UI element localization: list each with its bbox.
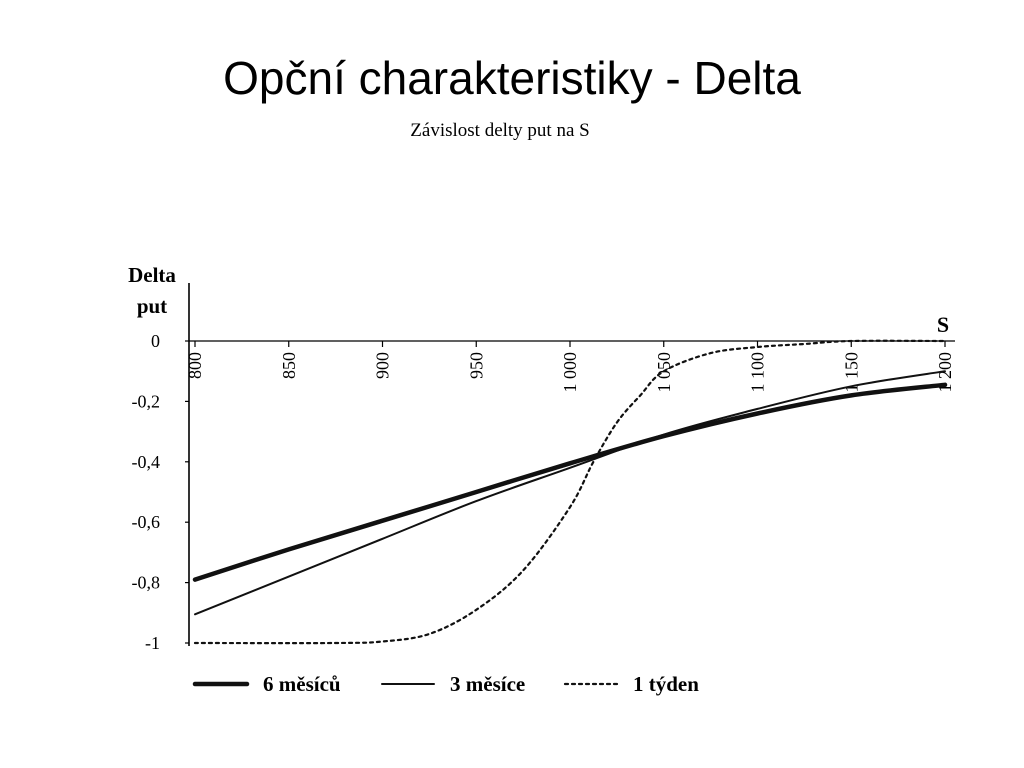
x-axis-label: S <box>937 312 949 337</box>
x-tick-label: 800 <box>185 352 205 379</box>
page-title: Opční charakteristiky - Delta <box>223 52 801 104</box>
y-tick-label: -1 <box>145 633 160 653</box>
chart-series <box>192 339 948 645</box>
y-tick-label: -0,8 <box>132 573 161 593</box>
x-tick-label: 1 200 <box>935 352 955 393</box>
legend-label: 3 měsíce <box>450 672 525 696</box>
x-tick-label: 900 <box>373 352 393 379</box>
chart-axes <box>188 283 955 646</box>
chart-subtitle: Závislost delty put na S <box>410 120 590 141</box>
x-tick-label: 1 050 <box>654 352 674 393</box>
x-tick-label: 1 000 <box>560 352 580 393</box>
y-tick-label: 0 <box>151 331 160 351</box>
y-tick-label: -0,4 <box>132 452 161 472</box>
x-tick-label: 1 150 <box>841 352 861 393</box>
x-tick-label: 950 <box>466 352 486 379</box>
series-line-dotted <box>193 339 947 645</box>
chart-ticks: 0 -0,2 -0,4 -0,6 -0,8 -1 800 850 900 950 1 000 1 05… <box>132 331 956 653</box>
legend-label: 1 týden <box>633 672 699 696</box>
x-tick-label: 850 <box>279 352 299 379</box>
y-tick-label: -0,2 <box>132 391 161 411</box>
y-axis-label-line1: Delta <box>128 263 176 287</box>
series-line-thick <box>192 382 948 582</box>
x-tick-label: 1 100 <box>748 352 768 393</box>
y-tick-label: -0,6 <box>132 512 161 532</box>
chart-legend: 6 měsíců 3 měsíce 1 týden <box>192 672 699 696</box>
y-axis-label-line2: put <box>137 294 167 318</box>
series-line-thin <box>194 370 946 616</box>
chart-axis-labels: Delta put S <box>128 263 949 337</box>
legend-label: 6 měsíců <box>263 672 341 696</box>
